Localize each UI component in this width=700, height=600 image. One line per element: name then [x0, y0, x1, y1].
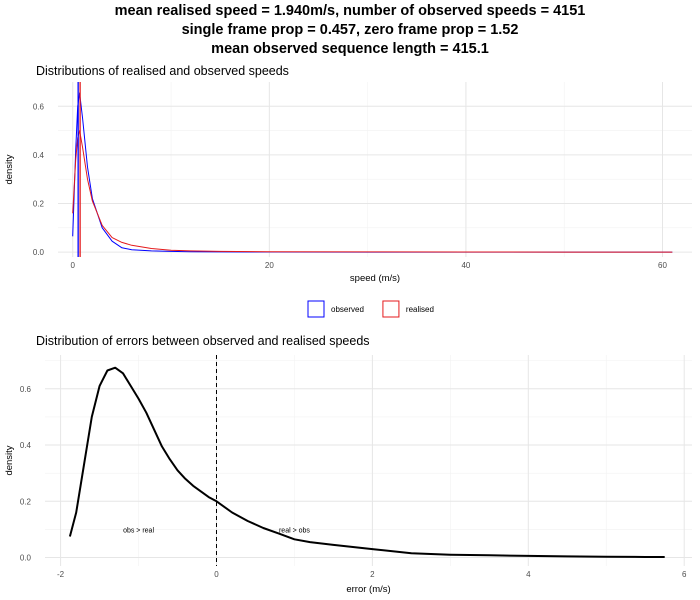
- panel2-y-tick-label: 0.2: [20, 497, 32, 506]
- panel1-x-tick-label: 0: [71, 261, 76, 270]
- panel2-y-tick-label: 0.4: [20, 441, 32, 450]
- panel1-title: Distributions of realised and observed s…: [36, 64, 289, 78]
- panel2-y-tick-label: 0.0: [20, 554, 32, 563]
- panel2-x-tick-label: 6: [682, 570, 687, 579]
- panel1-y-axis-label: density: [4, 154, 15, 184]
- panel2-annotation: real > obs: [279, 527, 310, 534]
- panel2-x-tick-label: 0: [214, 570, 219, 579]
- panel1-legend-key-realised: [382, 300, 400, 318]
- header-line-3: mean observed sequence length = 415.1: [211, 41, 489, 57]
- header-line-2: single frame prop = 0.457, zero frame pr…: [181, 22, 519, 38]
- panel2-y-axis-label: density: [4, 445, 15, 475]
- panel1-x-tick-label: 20: [265, 261, 274, 270]
- panel1-legend-label-realised: realised: [406, 305, 434, 314]
- panel2-series-line: [68, 366, 665, 558]
- panel1-x-tick-label: 40: [461, 261, 470, 270]
- panel1-series-line-realised: [72, 130, 673, 253]
- header-line-1: mean realised speed = 1.940m/s, number o…: [114, 3, 586, 19]
- panel1-legend-key-observed: [307, 300, 325, 318]
- panel2-y-tick-label: 0.6: [20, 385, 32, 394]
- panel2-x-tick-label: 4: [526, 570, 531, 579]
- panel1-y-tick-label: 0.6: [33, 102, 45, 111]
- panel2-x-axis-label: error (m/s): [346, 584, 390, 595]
- panel2-x-tick-label: 2: [370, 570, 375, 579]
- panel2-x-tick-label: -2: [57, 570, 65, 579]
- panel1-series-line-observed: [72, 92, 673, 253]
- panel1-y-tick-label: 0.4: [33, 151, 45, 160]
- panel2-title: Distribution of errors between observed …: [36, 334, 370, 348]
- panel1-x-tick-label: 60: [658, 261, 667, 270]
- panel2-annotation: obs > real: [123, 527, 154, 534]
- panel1-x-axis-label: speed (m/s): [350, 273, 400, 284]
- panel1-y-tick-label: 0.2: [33, 200, 45, 209]
- panel1-legend-label-observed: observed: [331, 305, 364, 314]
- panel1-y-tick-label: 0.0: [33, 248, 45, 257]
